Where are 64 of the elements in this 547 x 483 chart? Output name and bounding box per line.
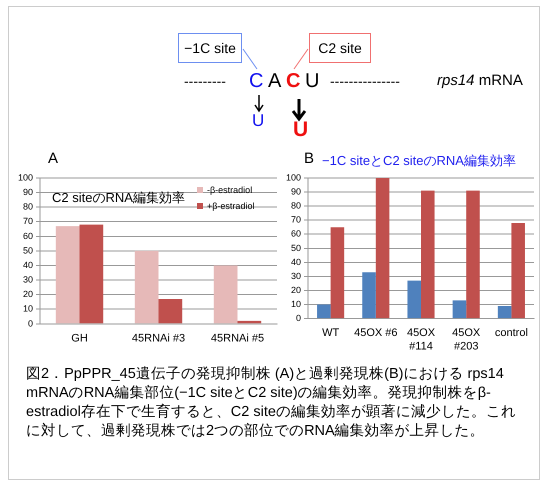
y-tick-label: 0 (296, 313, 302, 324)
legend-label: +β-estradiol (207, 200, 254, 211)
text: U (293, 118, 308, 141)
caption: 図2．PpPPR_45遺伝子の発現抑制株 (A)と過剰発現株(B)における rps14 mRNAのRNA編集部位(−1C siteとC2 site)の編集効率。発現抑制株をβ-estradiol存在下で生育すると、C2 siteの編集効率が顕著に減少した。これに対して、過剰発現株では2つの部位でのRNA編集効率が上昇した。 (26, 365, 517, 441)
bar (421, 190, 435, 318)
y-tick-label: 100 (18, 172, 34, 182)
x-tick-label: 45OX #6 (354, 327, 398, 340)
x-tick-label: 45RNAi #5 (210, 332, 264, 344)
bar (498, 306, 512, 318)
y-tick-label: 70 (23, 216, 34, 226)
y-tick-label: 80 (23, 202, 34, 212)
legend-label: -β-estradiol (207, 184, 252, 195)
y-tick-label: 60 (23, 230, 34, 241)
x-tick-label: 45OX #114 (406, 327, 436, 352)
x-tick-label: 45RNAi #3 (132, 332, 186, 344)
y-tick-label: 30 (291, 270, 302, 281)
text: C (249, 70, 264, 92)
bar (80, 224, 104, 324)
y-tick-label: 40 (291, 256, 302, 267)
bar (466, 190, 480, 318)
y-tick-label: 30 (23, 274, 34, 285)
bar (511, 222, 525, 318)
text: rps14 mRNA (437, 72, 523, 89)
x-tick-label: control (494, 327, 528, 340)
text: U (252, 111, 264, 130)
bar (376, 178, 390, 318)
chart-title: A (48, 150, 58, 167)
bar (362, 272, 376, 318)
y-tick-label: 20 (291, 284, 302, 295)
x-tick-label: WT (322, 327, 340, 340)
bar (134, 250, 159, 324)
chart-title: B (304, 150, 314, 167)
y-tick-label: 90 (23, 187, 34, 198)
y-tick-label: 50 (23, 245, 34, 256)
bar (214, 265, 238, 324)
y-tick-label: 10 (291, 299, 302, 310)
x-tick-label: 45OX #203 (452, 327, 481, 352)
y-tick-label: 70 (291, 214, 302, 225)
x-tick-label: GH (71, 332, 88, 344)
bar (407, 280, 422, 318)
y-tick-label: 20 (23, 289, 34, 300)
text: --------------- (330, 73, 400, 89)
y-tick-label: 80 (291, 200, 302, 211)
y-tick-label: 90 (291, 186, 302, 197)
bar (317, 304, 331, 318)
y-tick-label: 0 (28, 318, 34, 328)
y-tick-label: 10 (23, 304, 34, 314)
bar (452, 300, 466, 318)
bar (238, 320, 262, 324)
y-tick-label: 50 (291, 242, 302, 253)
text: C2 site (309, 33, 371, 63)
y-tick-label: 100 (286, 172, 302, 182)
text: C (286, 70, 300, 92)
text: A (268, 70, 282, 92)
y-tick-label: 60 (291, 228, 302, 239)
text: U (305, 70, 320, 92)
bar (330, 227, 344, 318)
text: −1C site (178, 33, 242, 63)
chart-subtitle: −1C siteとC2 siteのRNA編集効率 (322, 152, 516, 170)
y-tick-label: 40 (23, 260, 34, 270)
text: --------- (184, 73, 226, 89)
bar (158, 299, 182, 324)
text: C2 siteのRNA編集効率 (52, 190, 185, 206)
bar (56, 226, 80, 324)
